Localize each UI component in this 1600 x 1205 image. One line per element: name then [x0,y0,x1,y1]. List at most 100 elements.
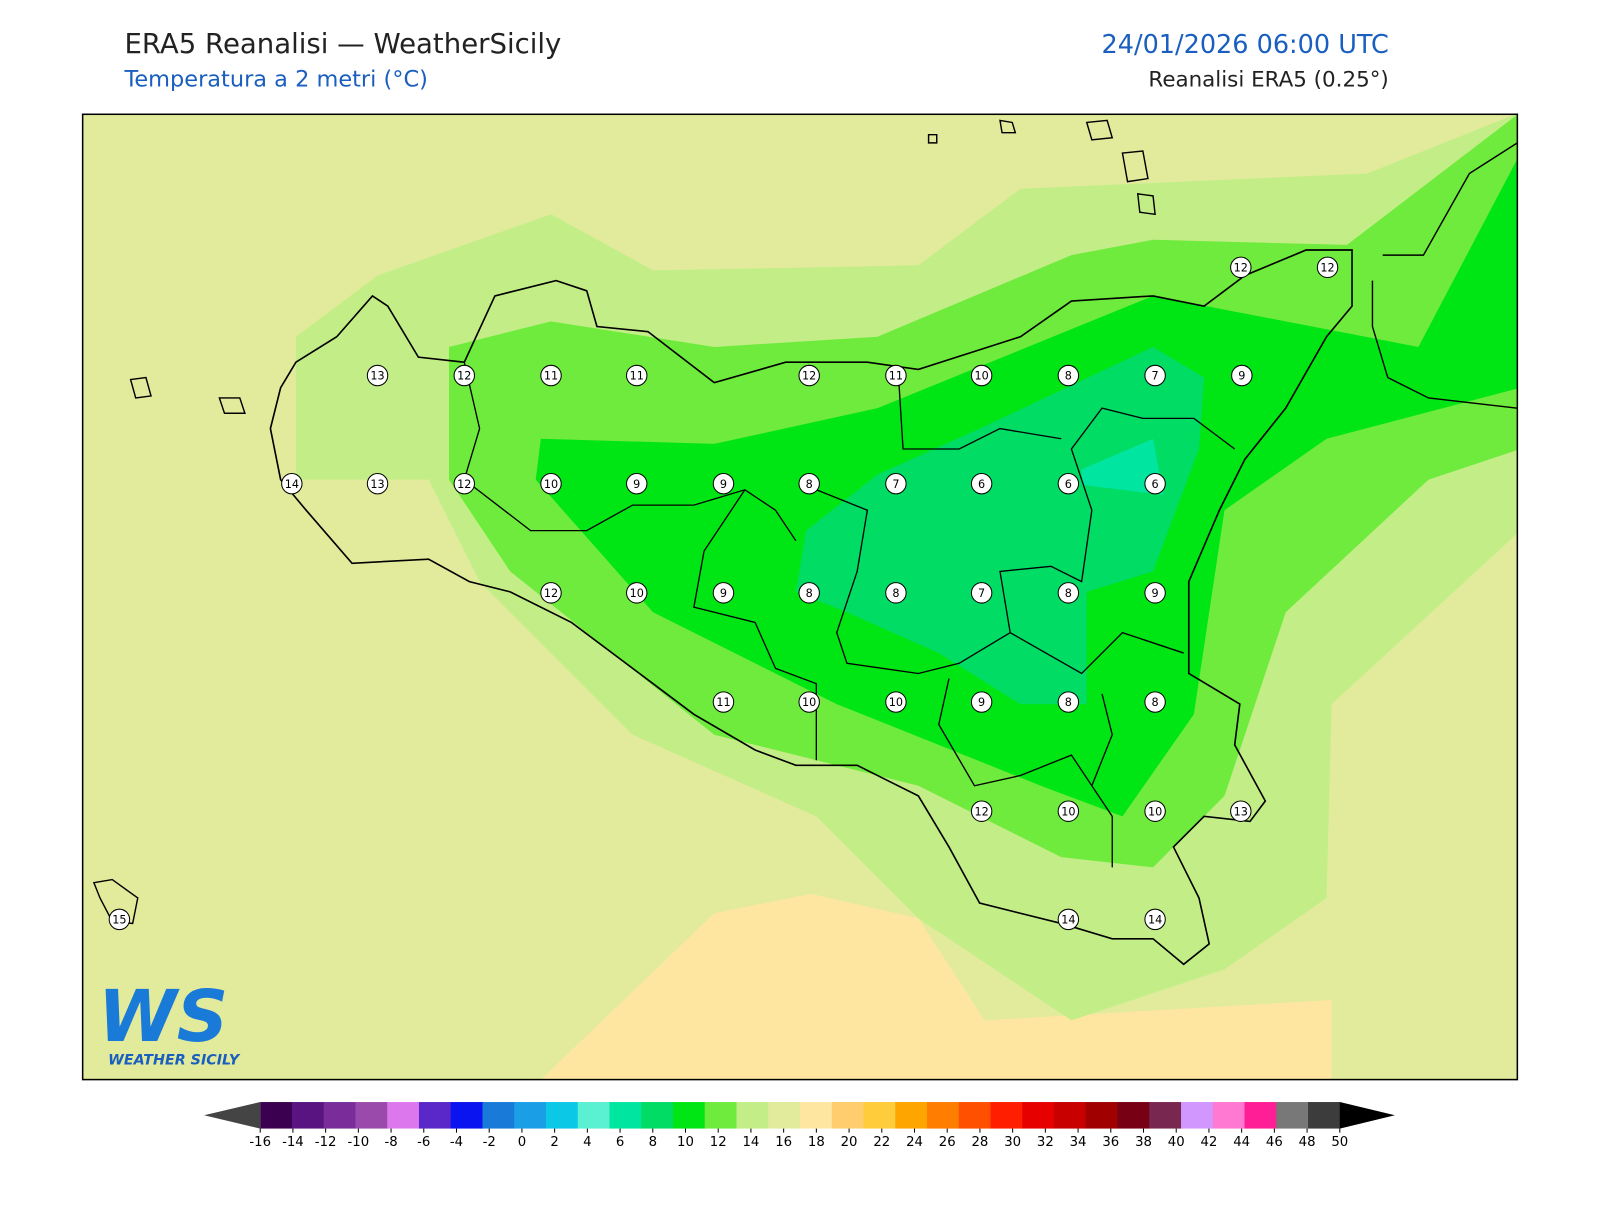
station-marker [1144,908,1166,931]
subtitle: Temperatura a 2 metri (°C) [123,67,427,93]
colorbar-segment [1054,1102,1087,1129]
colorbar-tick-label: 26 [939,1135,956,1150]
station-value: 12 [457,370,471,383]
colorbar-segment [514,1102,547,1129]
colorbar-segment [1244,1102,1277,1129]
colorbar-segment [641,1102,674,1129]
station-value: 6 [1152,478,1159,491]
colorbar-segment [831,1102,865,1129]
colorbar-tick-label: -4 [450,1135,463,1150]
datetime: 24/01/2026 06:00 UTC [1102,30,1389,60]
colorbar-tick-label: -6 [417,1135,430,1150]
station-marker [1057,582,1080,604]
map-frame [81,113,1519,1081]
colorbar-tick-label: 14 [742,1135,759,1150]
station-value: 8 [892,587,899,600]
colorbar-segment [418,1102,452,1129]
station-value: 9 [720,478,727,491]
station-value: 11 [889,370,903,383]
colorbar-tick-label: -12 [315,1135,337,1150]
station-marker [540,364,562,387]
colorbar-tick-label: 6 [616,1135,624,1150]
colorbar-segment [1308,1102,1341,1129]
colorbar-tick-label: -8 [384,1135,397,1150]
logo-text: WEATHER SICILY [108,1052,241,1068]
station-value: 13 [370,370,384,383]
field-6 [1081,438,1164,495]
station-value: 8 [1065,370,1072,383]
colorbar-tick-label: 42 [1200,1135,1217,1150]
map-area: 13 12 11 11 12 11 10 8 7 9 12 12 14 13 12 10 9 9 8 7 6 6 6 12 10… [82,114,1518,1080]
station-marker [1144,472,1166,495]
colorbar-tick-label: 48 [1299,1135,1316,1150]
colorbar-tick-label: 0 [518,1135,526,1150]
colorbar-segment [355,1102,388,1129]
station-marker [626,582,648,604]
station-marker [626,472,648,495]
colorbar-segment [672,1102,706,1129]
station-value: 11 [716,696,730,709]
station-value: 12 [457,478,471,491]
station-marker [970,691,993,713]
station-marker [798,691,820,713]
colorbar-tick-label: 46 [1266,1135,1283,1150]
station-marker [626,364,648,387]
station-marker [1057,800,1080,822]
station-value: 12 [544,587,558,600]
station-marker [970,800,993,822]
colorbar-segment [577,1102,610,1129]
station-value: 9 [978,696,985,709]
station-value: 6 [978,478,985,491]
station-marker [885,364,907,387]
station-value: 10 [802,696,816,709]
station-marker [1057,472,1080,495]
station-marker [970,364,993,387]
colorbar-tick-label: 16 [775,1135,792,1150]
station-value: 13 [1234,805,1248,818]
station-value: 13 [370,478,384,491]
colorbar-segment [800,1102,833,1129]
station-marker [798,582,820,604]
colorbar-segment [958,1102,992,1129]
station-value: 7 [1152,370,1159,383]
station-value: 8 [1065,587,1072,600]
station-marker [1230,256,1252,279]
colorbar-tick-label: 12 [710,1135,727,1150]
islands [92,119,1156,925]
station-marker [885,472,907,495]
station-marker [366,364,389,387]
station-marker [712,582,735,604]
colorbar-segment [1022,1102,1055,1129]
station-value: 10 [544,478,558,491]
station-marker [540,472,562,495]
colorbar-tick-label: 24 [906,1135,923,1150]
colorbar-segment [704,1102,738,1129]
colorbar-tick-label: 34 [1070,1135,1087,1150]
station-value: 11 [544,370,558,383]
station-value: 12 [1234,261,1248,274]
colorbar-segment [990,1102,1023,1129]
colorbar-tick-label: 28 [971,1135,988,1150]
colorbar-segment [863,1102,896,1129]
provinces [463,362,1236,868]
colorbar-tick-label: 40 [1168,1135,1185,1150]
coastline [269,249,1353,966]
station-marker [885,691,907,713]
station-value: 8 [806,587,813,600]
colorbar-tick-label: -14 [282,1135,304,1150]
station-marker [1230,800,1252,822]
station-value: 11 [630,370,644,383]
station-value: 15 [112,913,126,926]
colorbar-segment [736,1102,769,1129]
station-marker [798,472,820,495]
colorbar-tick-label: -10 [348,1135,370,1150]
station-marker [970,472,993,495]
colorbar-tick-label: 22 [873,1135,890,1150]
source: Reanalisi ERA5 (0.25°) [1148,68,1388,93]
colorbar-segment [1117,1102,1150,1129]
colorbar-tick-label: 36 [1102,1135,1119,1150]
station-marker [453,364,475,387]
colorbar-segment [387,1102,420,1129]
colorbar-tick-label: 2 [550,1135,558,1150]
station-layer: 13 12 11 11 12 11 10 8 7 9 12 12 14 13 12 10 9 9 8 7 6 6 6 12 10… [108,256,1339,931]
